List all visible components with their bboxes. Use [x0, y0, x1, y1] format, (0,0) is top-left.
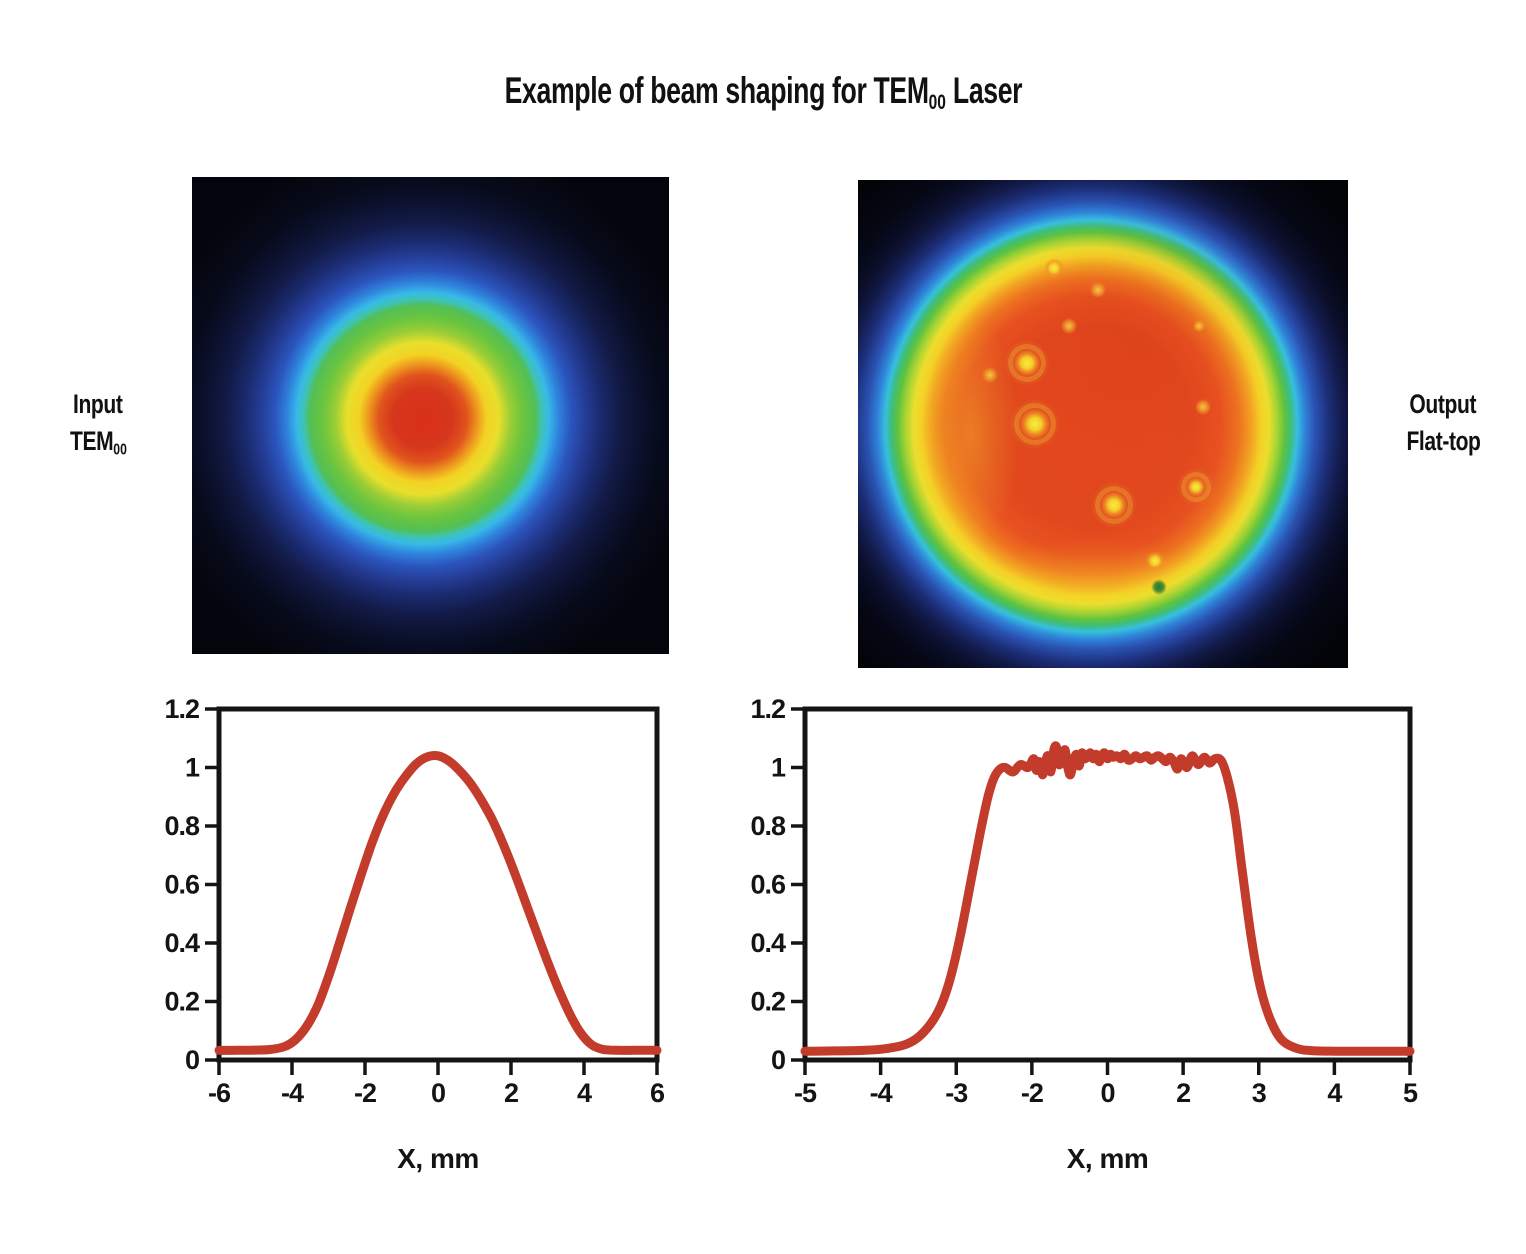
x-tick-label: 2 [1176, 1078, 1190, 1108]
y-tick-label: 0.8 [164, 811, 200, 841]
beam-speckle [1186, 477, 1207, 498]
output-label-line1: Output [1409, 389, 1477, 419]
x-tick-label: 0 [1100, 1078, 1114, 1108]
profile-curve [214, 750, 662, 1055]
input-label-line1: Input [73, 389, 123, 419]
y-tick-label: 0.2 [164, 987, 199, 1017]
x-tick-label: -4 [870, 1078, 893, 1108]
y-tick-label: 0 [771, 1045, 785, 1075]
beam-speckle [1192, 320, 1205, 333]
beam-speckle [1100, 490, 1129, 519]
x-tick-label: 0 [431, 1078, 445, 1108]
title-subscript: 00 [928, 90, 946, 114]
output-profile-chart: -5 -4 -3 -2 0 2 3 4 5 0 0.2 0.4 0.6 0.8 1 1.2 X, mm [720, 690, 1460, 1200]
x-axis-title: X, mm [1067, 1143, 1149, 1174]
beam-speckle [1019, 408, 1052, 440]
beam-speckle [1145, 550, 1166, 571]
x-tick-label: 2 [504, 1078, 518, 1108]
y-tick-label: 1.2 [750, 694, 785, 724]
beam-speckle [982, 367, 999, 384]
input-beam-image [192, 177, 669, 654]
x-tick-label: -3 [945, 1078, 968, 1108]
beam-speckle [1013, 349, 1042, 377]
flat-top-texture-overlay [858, 180, 1348, 668]
y-tick-label: 0.4 [750, 928, 786, 958]
input-label-subscript: 00 [112, 441, 127, 459]
x-tick-label: 4 [577, 1078, 592, 1108]
beam-speckle [1195, 398, 1212, 415]
output-beam-label: Output Flat-top [1363, 386, 1523, 460]
x-tick-label: -5 [794, 1078, 817, 1108]
figure-title: Example of beam shaping for TEM00 Laser [0, 70, 1526, 115]
x-tick-label: -2 [354, 1078, 376, 1108]
input-label-line2: TEM00 [69, 426, 127, 459]
y-axis: 0 0.2 0.4 0.6 0.8 1 1.2 [164, 694, 217, 1075]
profile-curve [800, 741, 1415, 1056]
x-tick-label: -2 [1021, 1078, 1043, 1108]
output-beam-image [858, 180, 1348, 668]
x-tick-label: 6 [650, 1078, 665, 1108]
x-axis: -5 -4 -3 -2 0 2 3 4 5 [794, 1062, 1419, 1108]
title-text: Example of beam shaping for TEM [504, 70, 929, 111]
x-tick-label: -6 [208, 1078, 231, 1108]
x-tick-label: -4 [281, 1078, 304, 1108]
x-tick-label: 4 [1327, 1078, 1342, 1108]
y-tick-label: 0 [185, 1045, 199, 1075]
y-tick-label: 1.2 [164, 694, 199, 724]
input-beam-label: Input TEM00 [18, 386, 178, 468]
plot-frame [802, 706, 1413, 1063]
input-profile-chart: -6 -4 -2 0 2 4 6 0 0.2 0.4 0.6 0.8 1 1.2 X, mm [140, 690, 700, 1200]
y-tick-label: 0.4 [164, 928, 200, 958]
y-tick-label: 0.8 [750, 811, 786, 841]
y-axis: 0 0.2 0.4 0.6 0.8 1 1.2 [750, 694, 803, 1075]
flat-top-beam-disk [858, 180, 1348, 668]
x-tick-label: 5 [1403, 1078, 1418, 1108]
y-tick-label: 1 [185, 753, 200, 783]
gaussian-beam-spot [192, 177, 669, 654]
y-tick-label: 0.6 [164, 870, 200, 900]
beam-speckle [1044, 257, 1064, 278]
y-tick-label: 1 [771, 753, 786, 783]
beam-speckle [1090, 281, 1107, 298]
y-tick-label: 0.2 [750, 987, 785, 1017]
output-label-line2: Flat-top [1405, 426, 1481, 456]
x-axis: -6 -4 -2 0 2 4 6 [208, 1062, 666, 1108]
beam-speckle [1060, 318, 1077, 335]
x-axis-title: X, mm [397, 1143, 479, 1174]
beam-speckle [1151, 579, 1168, 596]
plot-frame [216, 706, 660, 1063]
speckle-layer [858, 180, 1348, 668]
x-tick-label: 3 [1252, 1078, 1267, 1108]
y-tick-label: 0.6 [750, 870, 786, 900]
title-suffix: Laser [945, 70, 1022, 111]
